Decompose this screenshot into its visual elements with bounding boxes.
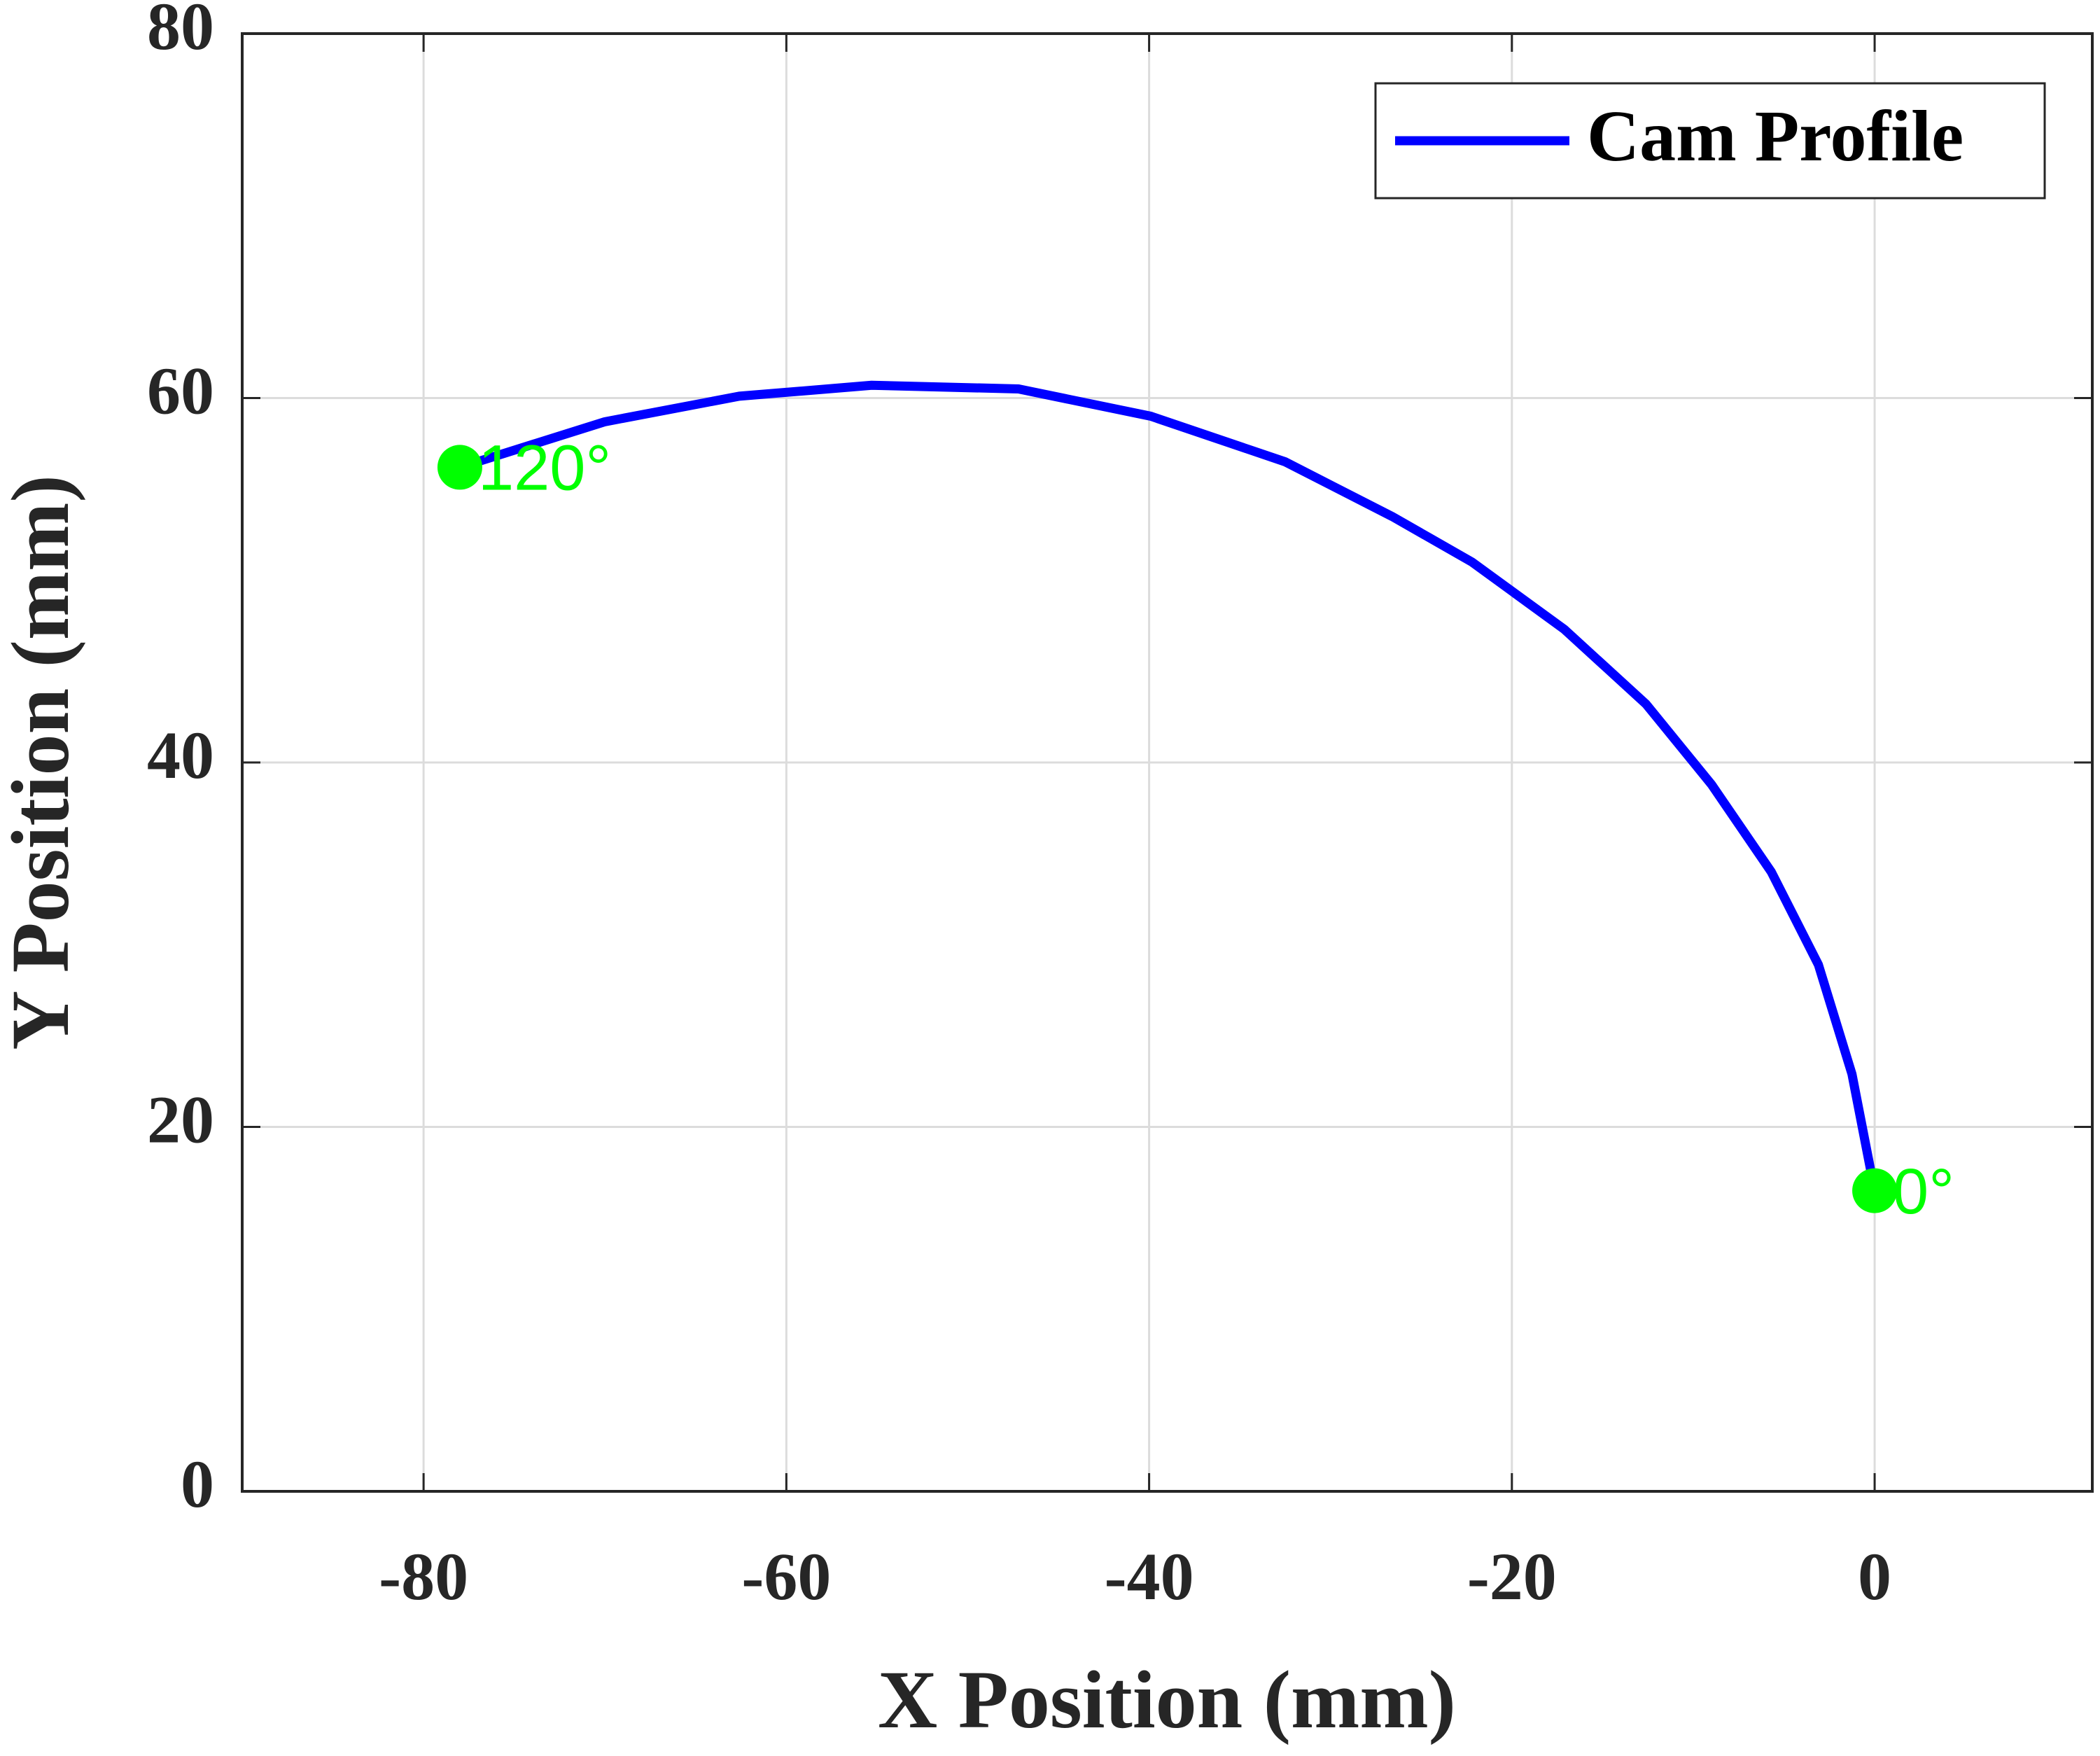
y-tick-label: 20 <box>147 1082 214 1157</box>
annotation: 0° <box>1893 1156 1954 1227</box>
legend-label: Cam Profile <box>1587 96 1963 176</box>
x-axis-label: X Position (mm) <box>878 1654 1456 1745</box>
plot-frame <box>241 32 2094 1493</box>
x-tick-label: -40 <box>1105 1539 1194 1614</box>
x-tick-label: 0 <box>1858 1539 1891 1614</box>
y-tick-label: 60 <box>147 354 214 428</box>
y-tick-label: 40 <box>147 718 214 793</box>
y-axis-label: Y Position (mm) <box>0 475 86 1050</box>
marker <box>1852 1168 1898 1213</box>
y-tick-label: 80 <box>147 0 214 64</box>
annotation: 120° <box>478 433 611 504</box>
x-tick-label: -20 <box>1467 1539 1557 1614</box>
legend-box <box>1374 82 2046 200</box>
marker <box>437 445 482 490</box>
y-tick-label: 0 <box>181 1447 214 1521</box>
x-tick-label: -60 <box>741 1539 831 1614</box>
line <box>458 380 1879 1192</box>
x-tick-label: -80 <box>379 1539 468 1614</box>
